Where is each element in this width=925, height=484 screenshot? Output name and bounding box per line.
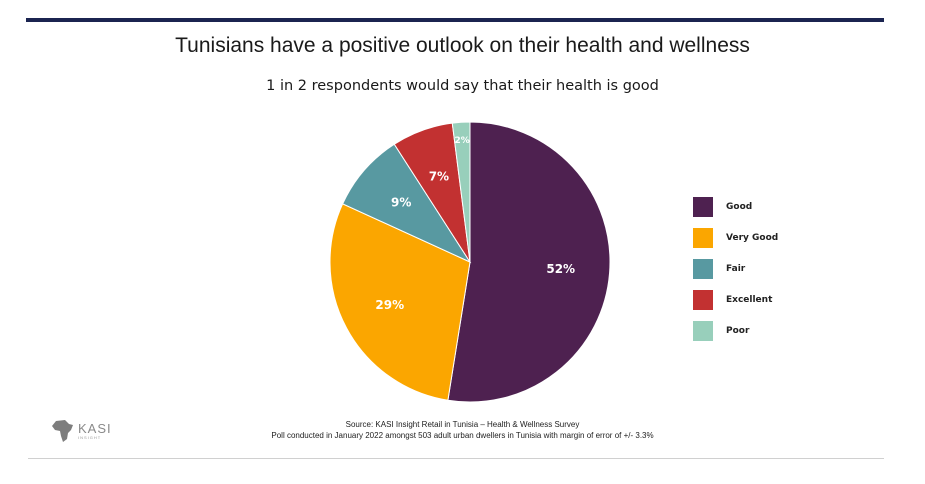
legend-swatch bbox=[693, 289, 713, 310]
legend-label: Very Good bbox=[726, 232, 779, 243]
legend-item-fair: Fair bbox=[693, 253, 778, 284]
legend-label: Fair bbox=[726, 263, 746, 274]
legend-swatch bbox=[693, 258, 713, 279]
chart-title: Tunisians have a positive outlook on the… bbox=[175, 34, 750, 57]
source-note: Source: KASI Insight Retail in Tunisia –… bbox=[0, 419, 925, 441]
top-rule bbox=[26, 18, 884, 22]
bottom-rule bbox=[28, 458, 884, 459]
legend-item-poor: Poor bbox=[693, 315, 778, 346]
source-line-1: Source: KASI Insight Retail in Tunisia –… bbox=[345, 420, 580, 429]
pie-slice-poor bbox=[451, 121, 471, 263]
pie-slice-fair bbox=[341, 143, 472, 264]
pie-label-good: 52% bbox=[546, 262, 575, 276]
legend-swatch bbox=[693, 196, 713, 217]
legend-item-excellent: Excellent bbox=[693, 284, 778, 315]
pie-label-very-good: 29% bbox=[375, 298, 404, 312]
legend-swatch bbox=[693, 320, 713, 341]
pie-label-poor: 2% bbox=[455, 136, 470, 146]
source-line-2: Poll conducted in January 2022 amongst 5… bbox=[271, 431, 654, 440]
chart-subtitle: 1 in 2 respondents would say that their … bbox=[266, 78, 659, 94]
logo-name: KASI bbox=[78, 420, 112, 436]
logo-tagline: INSIGHT bbox=[78, 434, 102, 440]
legend-label: Poor bbox=[726, 325, 750, 336]
legend: Good Very Good Fair Excellent Poor bbox=[693, 191, 778, 346]
legend-item-very-good: Very Good bbox=[693, 222, 778, 253]
africa-map-icon bbox=[52, 420, 73, 442]
pie-slice-very-good bbox=[329, 203, 471, 401]
legend-item-good: Good bbox=[693, 191, 778, 222]
legend-label: Good bbox=[726, 201, 753, 212]
legend-swatch bbox=[693, 227, 713, 248]
kasi-logo: KASI INSIGHT bbox=[50, 418, 112, 444]
legend-label: Excellent bbox=[726, 294, 773, 305]
pie-slice-good bbox=[447, 121, 611, 403]
pie-label-excellent: 7% bbox=[429, 169, 449, 183]
pie-label-fair: 9% bbox=[391, 195, 411, 209]
